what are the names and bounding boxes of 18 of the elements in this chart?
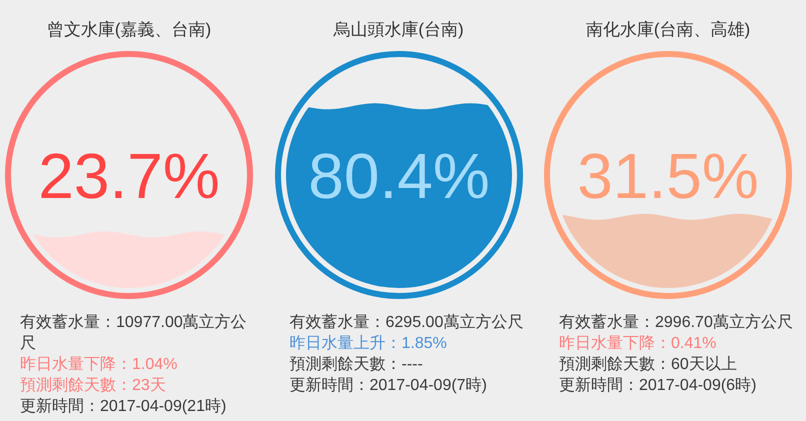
data-label: 80.4% (308, 140, 490, 212)
text: 有效蓄水量：10977.00萬立方公尺 (20, 312, 248, 354)
text: 昨日水量下降：0.41% (559, 334, 718, 354)
text: 更新時間：2017-04-09(7時) (290, 376, 488, 396)
text: 曾文水庫(嘉義、台南) (46, 19, 212, 41)
text: 昨日水量下降：1.04% (20, 354, 178, 375)
text: 預測剩餘天數：60天以上 (559, 354, 738, 375)
text: 預測剩餘天數：---- (290, 355, 424, 375)
text: 更新時間：2017-04-09(6時) (559, 376, 758, 396)
text: 有效蓄水量：6295.00萬立方公尺 (290, 312, 524, 333)
text: 更新時間：2017-04-09(21時) (20, 396, 228, 417)
data-label: 31.5% (577, 140, 759, 212)
text: 南化水庫(台南、高雄) (584, 19, 752, 41)
text: 有效蓄水量：2996.70萬立方公尺 (559, 312, 794, 333)
text: 預測剩餘天數：23天 (20, 376, 167, 396)
text: 昨日水量上升：1.85% (290, 334, 448, 354)
text: 烏山頭水庫(台南) (332, 19, 465, 41)
data-label: 23.7% (38, 140, 220, 212)
